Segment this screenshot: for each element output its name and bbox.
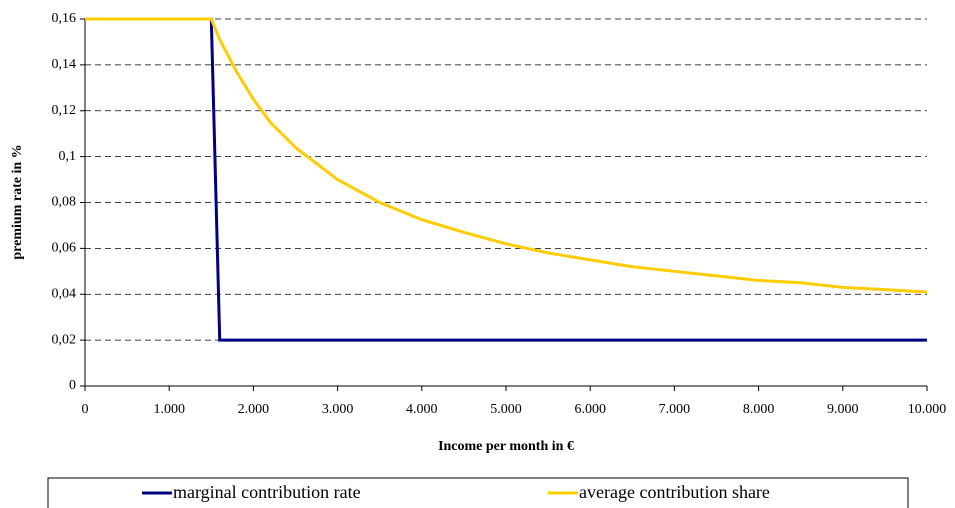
y-tick-label: 0,1 — [59, 149, 77, 164]
y-tick-label: 0,14 — [52, 57, 77, 72]
series-line — [85, 17, 928, 294]
y-tick-label: 0 — [69, 378, 76, 393]
x-tick-label: 1.000 — [153, 402, 185, 417]
x-tick-label: 2.000 — [238, 402, 270, 417]
x-tick-label: 6.000 — [574, 402, 606, 417]
x-tick-label: 4.000 — [406, 402, 438, 417]
x-tick-label: 8.000 — [743, 402, 775, 417]
x-tick-label: 0 — [82, 402, 89, 417]
y-tick-label: 0,16 — [52, 11, 77, 26]
y-tick-label: 0,08 — [52, 195, 77, 210]
series-line — [85, 17, 927, 342]
y-tick-label: 0,06 — [52, 241, 77, 256]
legend-box — [47, 477, 909, 508]
y-tick-label: 0,02 — [52, 332, 77, 347]
legend-label: marginal contribution rate — [173, 482, 361, 502]
x-tick-label: 9.000 — [827, 402, 859, 417]
y-tick-label: 0,04 — [52, 286, 77, 301]
y-tick-label: 0,12 — [52, 103, 77, 118]
x-tick-label: 5.000 — [490, 402, 522, 417]
x-tick-label: 7.000 — [659, 402, 691, 417]
x-tick-label: 3.000 — [322, 402, 354, 417]
x-tick-label: 10.000 — [908, 402, 947, 417]
x-axis-title: Income per month in € — [438, 439, 574, 454]
legend-label: average contribution share — [579, 482, 770, 502]
y-axis-title: premium rate in % — [10, 144, 25, 259]
